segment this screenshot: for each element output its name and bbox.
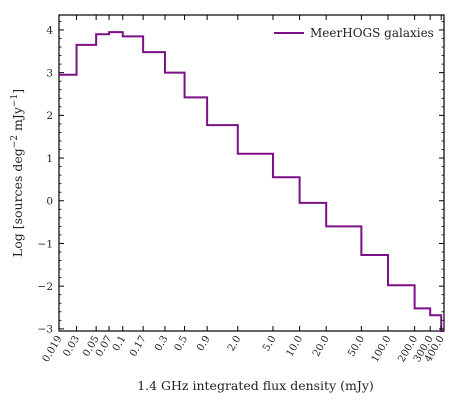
x-axis-title: 1.4 GHz integrated flux density (mJy)	[137, 378, 374, 393]
y-tick-label: −3	[38, 324, 53, 336]
x-tick-label: 100.0	[370, 334, 394, 364]
y-title-mid: mJy	[10, 106, 25, 135]
y-tick-label: 2	[46, 110, 53, 122]
x-tick-label: 0.5	[173, 334, 190, 353]
y-tick-label: 4	[46, 25, 53, 37]
x-tick-label: 5.0	[261, 334, 278, 353]
x-tick-label: 0.3	[153, 334, 170, 353]
plot-border	[58, 14, 445, 332]
x-tick-label: 0.019	[41, 334, 65, 364]
x-tick-label: 2.0	[226, 334, 243, 353]
series-line-meerhogs	[59, 31, 444, 332]
x-tick-label: 0.03	[61, 334, 82, 359]
series-step-path	[59, 31, 444, 332]
legend-label-meerhogs: MeerHOGS galaxies	[310, 26, 434, 40]
y-title-end: ]	[10, 89, 25, 94]
x-tick-label: 50.0	[346, 334, 367, 359]
y-tick-label: 1	[46, 153, 53, 165]
y-tick-label: −2	[38, 281, 53, 293]
y-tick-label: 0	[46, 196, 53, 208]
y-title-exp2: −1	[10, 94, 20, 107]
x-tick-label: 20.0	[311, 334, 332, 359]
legend: MeerHOGS galaxies	[274, 26, 434, 40]
y-title-exp1: −2	[10, 135, 20, 148]
y-axis-title: Log [sources deg−2 mJy−1]	[10, 89, 25, 257]
x-tick-label: 10.0	[285, 334, 306, 359]
y-title-main: Log [sources deg	[10, 148, 25, 257]
plot-frame	[58, 14, 445, 332]
y-tick-label: −1	[38, 238, 53, 250]
x-tick-label: 0.17	[128, 334, 149, 359]
x-tick-label: 0.1	[111, 334, 128, 353]
y-axis: −3 −2 −1 0 1 2 3 4	[38, 21, 444, 336]
y-tick-label: 3	[46, 67, 53, 79]
x-tick-label: 0.9	[195, 334, 212, 353]
